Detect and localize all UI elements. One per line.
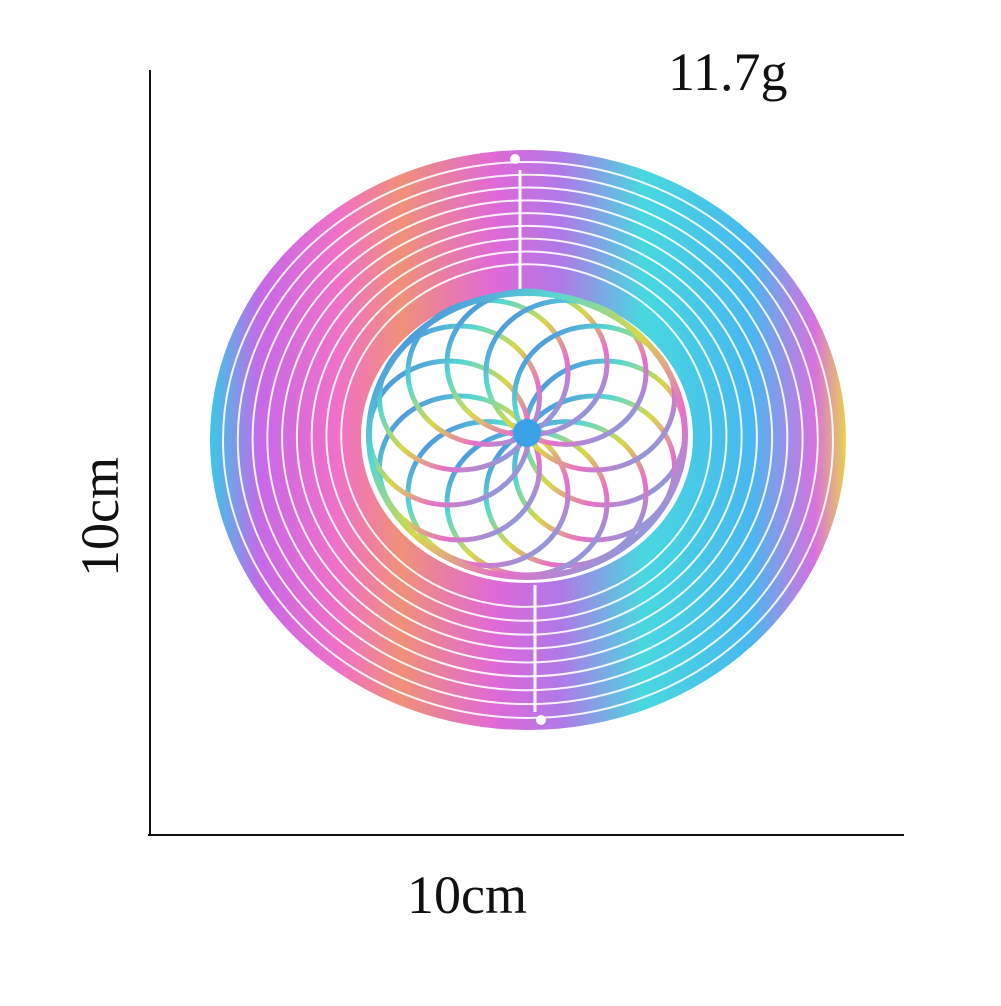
hanging-hole xyxy=(510,154,520,164)
weight-label: 11.7g xyxy=(668,42,788,102)
ring-cut xyxy=(236,173,819,706)
ring-cut xyxy=(251,186,804,692)
ring-cut xyxy=(295,224,758,650)
ring-cut xyxy=(340,263,713,608)
spinner xyxy=(210,150,846,730)
flower-rim xyxy=(366,290,688,580)
width-label: 10cm xyxy=(407,865,527,925)
hanging-hole xyxy=(536,715,546,725)
ring-cut xyxy=(325,250,728,622)
ring-cut xyxy=(222,161,834,719)
ring-cut xyxy=(310,237,743,636)
flower-center xyxy=(513,419,541,447)
flower-petal xyxy=(512,323,678,473)
ring-cut xyxy=(266,199,789,678)
ring-cut xyxy=(281,212,774,664)
height-label: 10cm xyxy=(70,457,130,577)
